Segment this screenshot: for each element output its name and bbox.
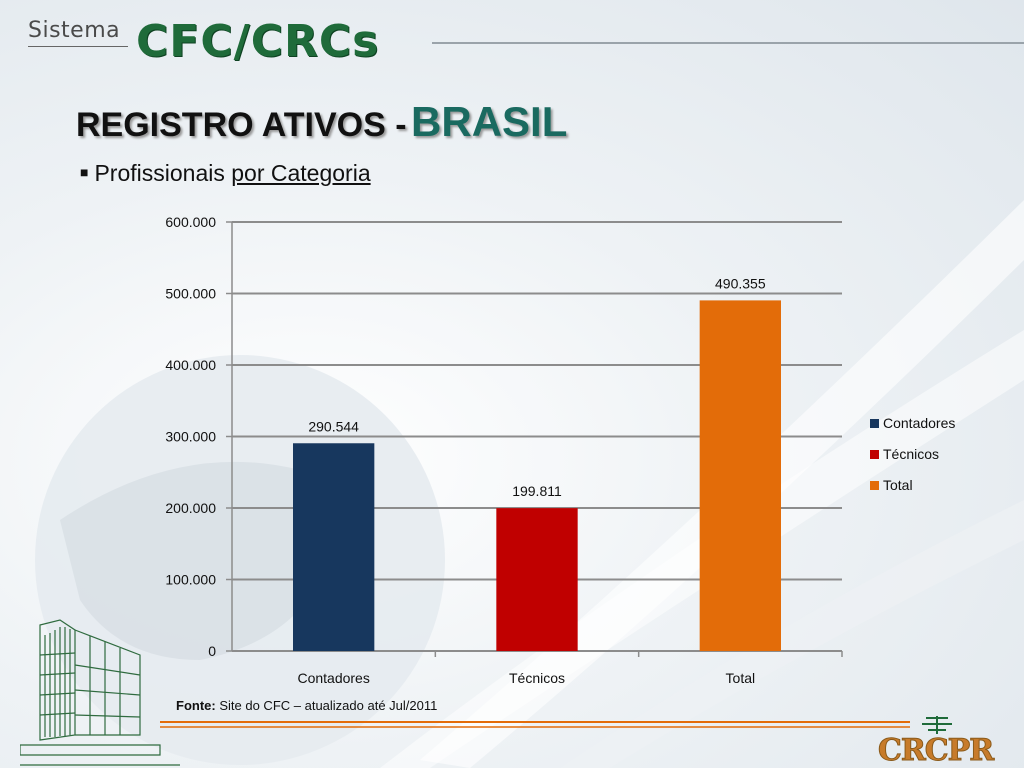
bar-contadores <box>293 443 375 651</box>
header-divider <box>432 42 1024 44</box>
legend-label: Total <box>883 477 913 493</box>
bar-total <box>699 300 781 651</box>
source-label: Fonte: <box>176 698 216 713</box>
logo-underline <box>28 46 128 47</box>
data-label: 199.811 <box>512 483 562 499</box>
legend-swatch <box>870 419 879 428</box>
y-tick-label: 300.000 <box>165 429 216 445</box>
y-tick-label: 100.000 <box>165 572 216 588</box>
x-tick-label: Técnicos <box>509 670 565 686</box>
bar-tcnicos <box>496 508 578 651</box>
y-tick-label: 400.000 <box>165 357 216 373</box>
crc-pr-logo-text: CRCPR <box>877 733 994 768</box>
legend-swatch <box>870 481 879 490</box>
logo-small-text: Sistema <box>28 18 121 43</box>
legend-swatch <box>870 450 879 459</box>
slide-title: REGISTRO ATIVOS - BRASIL <box>76 98 567 146</box>
logo-large-text: CFC/CRCs <box>136 16 380 67</box>
legend-label: Técnicos <box>883 446 939 462</box>
y-tick-label: 500.000 <box>165 286 216 302</box>
subtitle-text1: Profissionais <box>94 160 225 186</box>
y-tick-label: 0 <box>208 643 216 659</box>
x-tick-label: Contadores <box>297 670 369 686</box>
y-tick-label: 200.000 <box>165 500 216 516</box>
subtitle-text2: por Categoria <box>231 160 371 186</box>
y-tick-label: 600.000 <box>165 214 216 230</box>
square-bullet-icon: ■ <box>80 164 89 180</box>
x-tick-label: Total <box>726 670 756 686</box>
footer-lines <box>160 721 910 728</box>
data-label: 490.355 <box>715 275 766 291</box>
crc-pr-emblem-icon <box>922 716 952 734</box>
title-part1: REGISTRO ATIVOS - <box>76 106 407 144</box>
building-illustration <box>20 619 180 766</box>
source-text: Site do CFC – atualizado até Jul/2011 <box>219 698 438 713</box>
legend-label: Contadores <box>883 415 955 431</box>
slide-subtitle: ■ Profissionais por Categoria <box>80 160 371 187</box>
source-note: Fonte: Site do CFC – atualizado até Jul/… <box>176 698 437 713</box>
title-part2: BRASIL <box>411 98 568 145</box>
data-label: 290.544 <box>308 418 359 434</box>
